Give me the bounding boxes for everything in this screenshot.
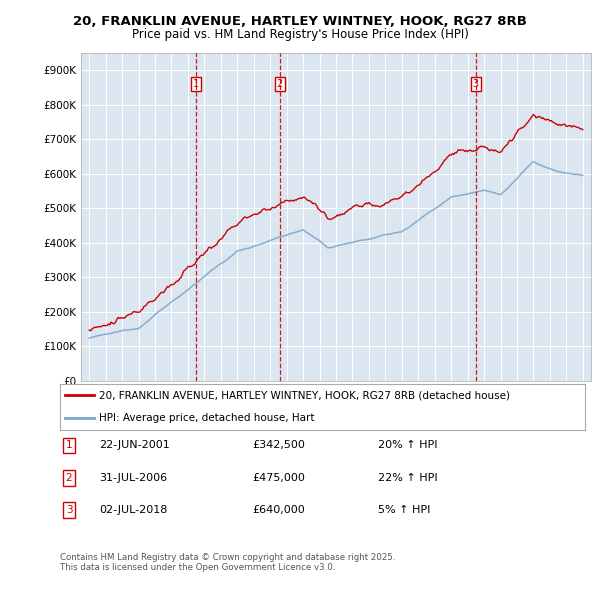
Text: 20, FRANKLIN AVENUE, HARTLEY WINTNEY, HOOK, RG27 8RB: 20, FRANKLIN AVENUE, HARTLEY WINTNEY, HO… — [73, 15, 527, 28]
Text: 2: 2 — [65, 473, 73, 483]
Text: 22% ↑ HPI: 22% ↑ HPI — [378, 473, 437, 483]
Text: Contains HM Land Registry data © Crown copyright and database right 2025.: Contains HM Land Registry data © Crown c… — [60, 553, 395, 562]
Text: HPI: Average price, detached house, Hart: HPI: Average price, detached house, Hart — [100, 413, 315, 423]
Text: 20, FRANKLIN AVENUE, HARTLEY WINTNEY, HOOK, RG27 8RB (detached house): 20, FRANKLIN AVENUE, HARTLEY WINTNEY, HO… — [100, 391, 511, 401]
Text: 20% ↑ HPI: 20% ↑ HPI — [378, 441, 437, 450]
Text: 1: 1 — [65, 441, 73, 450]
Text: £640,000: £640,000 — [252, 506, 305, 515]
Text: 5% ↑ HPI: 5% ↑ HPI — [378, 506, 430, 515]
Text: 02-JUL-2018: 02-JUL-2018 — [99, 506, 167, 515]
Text: 22-JUN-2001: 22-JUN-2001 — [99, 441, 170, 450]
Text: Price paid vs. HM Land Registry's House Price Index (HPI): Price paid vs. HM Land Registry's House … — [131, 28, 469, 41]
Text: £475,000: £475,000 — [252, 473, 305, 483]
Text: 2: 2 — [277, 79, 283, 89]
Text: 3: 3 — [65, 506, 73, 515]
Text: This data is licensed under the Open Government Licence v3.0.: This data is licensed under the Open Gov… — [60, 563, 335, 572]
Text: 31-JUL-2006: 31-JUL-2006 — [99, 473, 167, 483]
Text: 3: 3 — [473, 79, 479, 89]
Text: 1: 1 — [193, 79, 199, 89]
Text: £342,500: £342,500 — [252, 441, 305, 450]
